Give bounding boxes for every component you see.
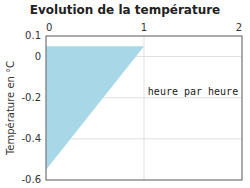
chart-container: -0.6 -0.4 -0.2 0 0.1 0 1 2 Evolution de la tempé…	[0, 0, 250, 188]
title: Evolution de la température	[30, 3, 221, 17]
grid-line	[144, 36, 145, 180]
x-tick-label: 2	[236, 22, 242, 33]
y-axis-label: Température en °C	[5, 61, 16, 156]
x-tick-label: 0	[46, 22, 52, 33]
y-tick-label: -0.6	[21, 174, 41, 185]
y-tick-label: 0	[35, 51, 41, 62]
plot-area	[46, 46, 144, 169]
y-tick-label: -0.2	[21, 92, 41, 103]
area	[46, 46, 144, 169]
plot-frame	[46, 36, 242, 180]
x-tick-label: 1	[141, 22, 147, 33]
y-tick-label: 0.1	[25, 30, 41, 41]
plot-background	[46, 36, 242, 180]
annotation: heure par heure	[148, 86, 238, 97]
chart: -0.6 -0.4 -0.2 0 0.1 0 1 2 Evolution de la tempé…	[0, 0, 250, 188]
y-tick-label: -0.4	[21, 133, 41, 144]
